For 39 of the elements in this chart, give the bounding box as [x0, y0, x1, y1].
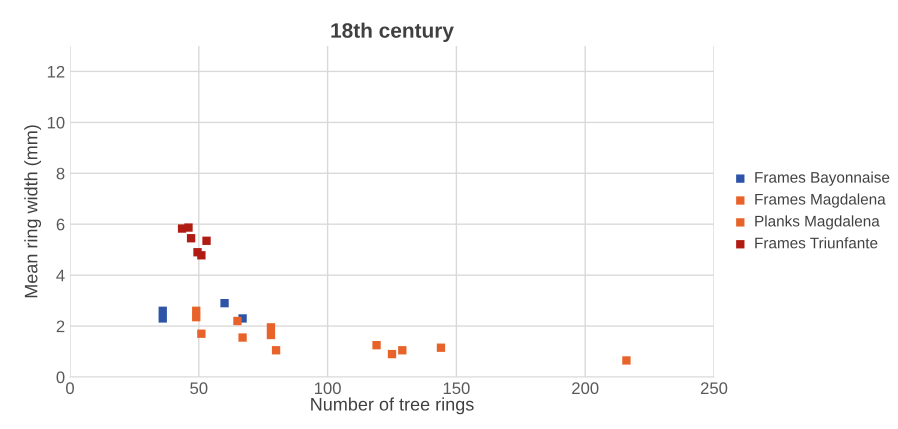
x-tick-label: 200	[572, 382, 598, 394]
point	[238, 333, 247, 342]
point	[372, 341, 381, 350]
point	[158, 314, 167, 323]
point	[197, 330, 206, 338]
legend-label: Frames Magdalena	[755, 193, 886, 208]
point	[202, 236, 211, 245]
point	[184, 223, 193, 232]
point	[266, 330, 276, 340]
x-axis-title: Number of tree rings	[311, 397, 474, 414]
point	[266, 323, 276, 332]
x-tick-label: 50	[190, 382, 208, 394]
y-tick-label: 0	[56, 371, 64, 384]
y-tick-label: 8	[56, 168, 64, 180]
legend-label: Planks Magdalena	[755, 215, 880, 230]
point	[220, 298, 229, 308]
x-tick-label: 100	[314, 382, 341, 394]
point	[186, 234, 196, 242]
point	[197, 251, 206, 260]
legend-label: Frames Bayonnaise	[755, 172, 890, 186]
y-axis-title: Mean ring width (mm)	[24, 125, 42, 298]
y-tick-label: 6	[56, 218, 64, 230]
point	[622, 356, 631, 365]
y-tick-label: 4	[56, 270, 65, 282]
x-tick-label: 150	[444, 382, 470, 394]
point	[233, 316, 242, 326]
y-tick-label: 10	[48, 116, 64, 129]
point	[272, 346, 280, 354]
point	[192, 313, 200, 322]
legend-label: Frames Triunfante	[755, 237, 878, 248]
point	[388, 350, 396, 358]
x-tick-label: 0	[66, 382, 74, 394]
point	[436, 344, 446, 352]
point	[158, 306, 167, 315]
x-tick-label: 250	[700, 382, 728, 394]
y-tick-label: 12	[48, 66, 64, 78]
chart-title: 18th century	[331, 22, 454, 42]
point	[398, 346, 406, 354]
y-tick-label: 2	[56, 320, 64, 332]
